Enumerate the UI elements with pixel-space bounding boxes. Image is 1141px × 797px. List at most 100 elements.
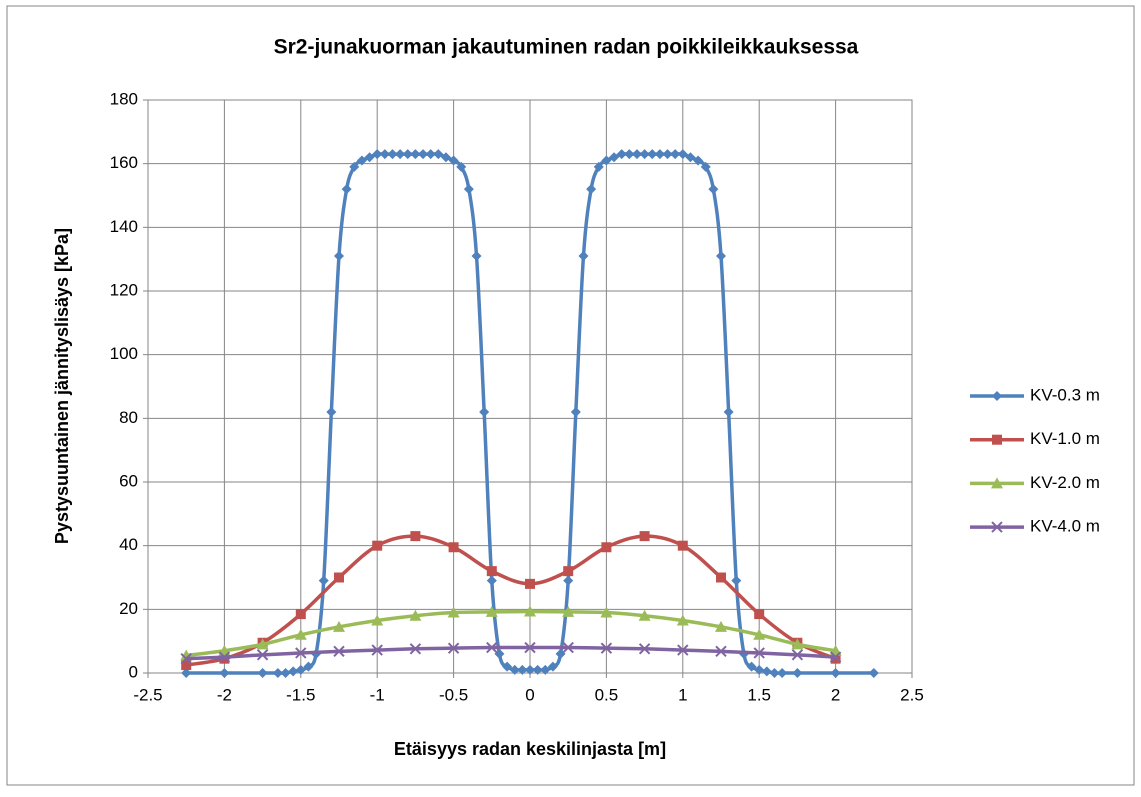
data-point bbox=[318, 575, 329, 586]
data-point bbox=[685, 152, 696, 163]
data-point bbox=[715, 645, 727, 658]
data-point bbox=[754, 664, 765, 675]
data-point bbox=[525, 664, 535, 675]
data-point bbox=[547, 661, 558, 672]
data-point bbox=[447, 606, 460, 618]
data-point bbox=[349, 161, 360, 172]
data-point bbox=[830, 653, 841, 664]
y-tick-label: 180 bbox=[110, 89, 138, 108]
data-point bbox=[609, 152, 620, 163]
data-point bbox=[303, 661, 314, 672]
data-point bbox=[341, 184, 352, 195]
x-tick-label: 1 bbox=[678, 685, 687, 704]
data-point bbox=[479, 406, 490, 417]
legend-marker bbox=[991, 521, 1003, 533]
data-point bbox=[257, 668, 268, 678]
x-tick-label: -2.5 bbox=[133, 685, 162, 704]
series-line bbox=[186, 645, 836, 661]
data-point bbox=[486, 566, 497, 577]
legend-label: KV-2.0 m bbox=[1030, 473, 1100, 492]
data-point bbox=[600, 642, 613, 654]
data-point bbox=[578, 250, 589, 261]
data-point bbox=[562, 641, 574, 654]
data-point bbox=[570, 406, 581, 417]
data-point bbox=[716, 250, 726, 261]
data-point bbox=[181, 660, 192, 671]
data-point bbox=[372, 149, 383, 160]
data-point bbox=[830, 668, 841, 678]
data-point bbox=[295, 647, 307, 659]
data-point bbox=[418, 149, 429, 160]
data-point bbox=[777, 668, 788, 678]
data-point bbox=[333, 645, 345, 658]
legend-marker bbox=[992, 391, 1002, 401]
y-tick-label: 20 bbox=[119, 599, 138, 618]
data-point bbox=[486, 575, 497, 586]
data-point bbox=[792, 668, 803, 678]
x-tick-label: 0.5 bbox=[595, 685, 619, 704]
y-tick-label: 120 bbox=[110, 280, 138, 299]
data-point bbox=[280, 668, 291, 678]
data-point bbox=[395, 149, 406, 160]
data-point bbox=[586, 184, 597, 195]
data-point bbox=[524, 641, 536, 654]
data-point bbox=[425, 149, 436, 160]
data-point bbox=[517, 664, 528, 675]
data-point bbox=[631, 149, 642, 160]
data-point bbox=[716, 572, 726, 583]
legend-marker bbox=[992, 434, 1002, 445]
data-point bbox=[334, 572, 344, 583]
y-tick-label: 0 bbox=[129, 662, 138, 681]
data-point bbox=[463, 184, 474, 195]
data-point bbox=[676, 614, 689, 626]
data-point bbox=[295, 664, 306, 675]
data-point bbox=[256, 638, 269, 650]
data-point bbox=[563, 566, 574, 577]
data-point bbox=[410, 531, 421, 542]
x-tick-label: -1 bbox=[370, 685, 385, 704]
y-tick-label: 100 bbox=[110, 344, 138, 363]
data-point bbox=[471, 250, 482, 261]
data-point bbox=[364, 152, 375, 163]
data-point bbox=[532, 664, 543, 675]
chart-title: Sr2-junakuorman jakautuminen radan poikk… bbox=[274, 36, 859, 59]
data-point bbox=[333, 620, 345, 632]
data-point bbox=[295, 609, 306, 620]
x-tick-label: 2 bbox=[831, 685, 840, 704]
data-point bbox=[670, 149, 681, 160]
x-tick-label: -1.5 bbox=[286, 685, 315, 704]
data-point bbox=[371, 644, 383, 656]
data-point bbox=[638, 643, 651, 655]
data-point bbox=[326, 406, 337, 417]
x-tick-label: 0 bbox=[525, 685, 534, 704]
data-point bbox=[448, 542, 459, 553]
data-point bbox=[447, 642, 460, 654]
data-point bbox=[731, 575, 742, 586]
data-point bbox=[486, 641, 498, 654]
y-tick-label: 140 bbox=[110, 217, 138, 236]
data-point bbox=[456, 161, 467, 172]
data-point bbox=[356, 155, 367, 166]
data-point bbox=[288, 666, 299, 677]
data-point bbox=[600, 606, 613, 618]
data-point bbox=[502, 661, 513, 672]
y-tick-label: 80 bbox=[119, 408, 138, 427]
data-point bbox=[525, 578, 535, 589]
data-point bbox=[753, 628, 766, 640]
data-point bbox=[624, 149, 635, 160]
data-point bbox=[219, 668, 230, 678]
data-point bbox=[829, 651, 842, 663]
data-point bbox=[540, 664, 551, 675]
legend-label: KV-1.0 m bbox=[1030, 429, 1100, 448]
data-point bbox=[754, 609, 765, 620]
data-point bbox=[379, 149, 390, 160]
data-point bbox=[769, 668, 780, 678]
data-point bbox=[647, 149, 658, 160]
data-point bbox=[677, 644, 689, 656]
data-point bbox=[677, 149, 688, 160]
data-point bbox=[524, 605, 536, 617]
data-point bbox=[868, 668, 879, 678]
data-point bbox=[433, 149, 444, 160]
x-tick-label: 2.5 bbox=[900, 685, 924, 704]
